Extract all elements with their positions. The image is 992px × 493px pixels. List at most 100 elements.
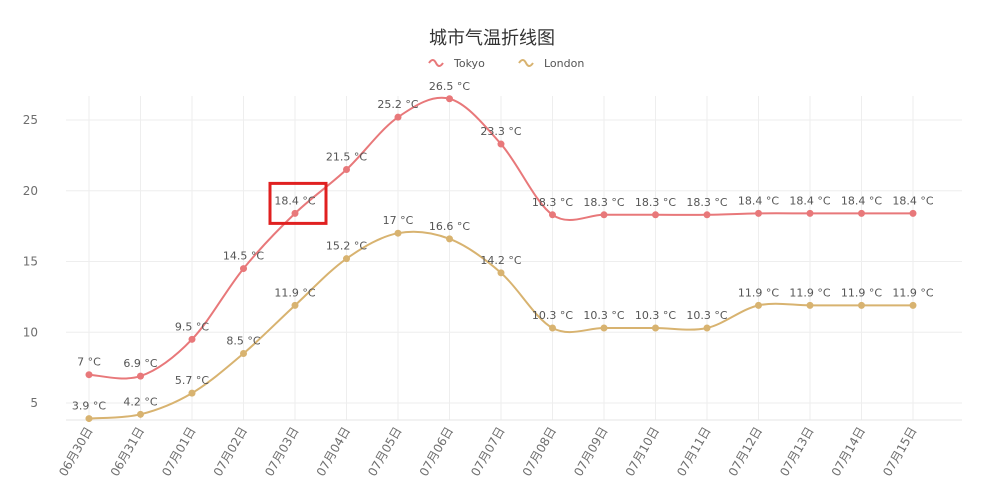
tokyo-point [188,335,196,343]
london-point [497,269,505,277]
tokyo-data-label: 6.9 °C [123,357,157,370]
y-tick-label: 25 [23,113,38,127]
london-data-label: 11.9 °C [738,286,779,299]
tokyo-point [549,211,556,219]
x-tick-label: 06月30日 [56,425,95,479]
tokyo-point [806,209,814,217]
tokyo-point [858,209,865,217]
x-tick-label: 07月15日 [880,425,919,479]
london-point [240,349,247,357]
y-tick-label: 20 [23,184,38,198]
tokyo-data-label: 14.5 °C [223,250,264,263]
tokyo-data-label: 23.3 °C [480,125,521,138]
tokyo-point [394,113,402,121]
tokyo-data-label: 18.3 °C [532,196,573,209]
legend-swatch-london [518,59,534,67]
tokyo-data-label: 18.4 °C [738,194,779,207]
london-point [652,324,659,332]
london-point [85,415,93,423]
london-data-label: 8.5 °C [226,334,260,347]
grid-lines [66,96,962,420]
x-tick-label: 07月12日 [726,425,765,479]
tokyo-point [446,95,453,103]
tokyo-data-label: 18.3 °C [635,196,676,209]
london-data-label: 3.9 °C [72,400,106,413]
tokyo-data-label: 21.5 °C [326,151,367,164]
x-tick-label: 07月02日 [211,425,250,479]
tokyo-data-label: 18.4 °C [789,194,830,207]
tokyo-series-line [88,96,913,380]
x-tick-label: 07月09日 [571,425,610,479]
tokyo-point [755,209,762,217]
london-data-label: 4.2 °C [123,395,157,408]
london-data-label: 11.9 °C [274,286,315,299]
london-data-label: 11.9 °C [789,286,830,299]
tokyo-data-label: 18.4 °C [892,194,933,207]
x-tick-label: 07月10日 [623,425,662,479]
x-tick-label: 07月07日 [468,425,507,479]
chart-legend[interactable]: Tokyo London [428,57,584,70]
highlight-layer [268,181,328,225]
london-data-label: 10.3 °C [686,309,727,322]
london-data-label: 5.7 °C [175,374,209,387]
london-data-label: 14.2 °C [480,254,521,267]
tokyo-data-label: 9.5 °C [175,320,209,333]
london-point [858,301,865,309]
y-tick-label: 5 [30,396,38,410]
london-point [394,229,402,237]
x-tick-label: 07月08日 [520,425,559,479]
x-tick-label: 07月01日 [159,425,198,479]
london-data-label: 11.9 °C [841,286,882,299]
london-point [549,324,556,332]
tokyo-point [137,372,144,380]
london-point [755,301,762,309]
tokyo-data-label: 18.3 °C [583,196,624,209]
x-tick-label: 07月04日 [314,425,353,479]
tokyo-point [703,211,711,219]
chart-title: 城市气温折线图 [429,28,555,49]
tokyo-data-label: 25.2 °C [377,98,418,111]
x-tick-label: 07月03日 [262,425,301,479]
tokyo-data-label: 26.5 °C [429,80,470,93]
tokyo-point [85,371,93,379]
legend-label-tokyo: Tokyo [453,57,485,70]
tokyo-point [240,265,247,273]
data-points [85,95,917,423]
london-data-label: 10.3 °C [635,309,676,322]
london-point [343,255,350,263]
london-data-label: 11.9 °C [892,286,933,299]
data-labels: 7 °C 6.9 °C 9.5 °C 14.5 °C 18.4 °C 21.5 °C 25.… [72,80,934,413]
legend-label-london: London [544,57,584,70]
london-data-label: 10.3 °C [532,309,573,322]
highlight-box [268,181,328,225]
tokyo-point [497,140,505,148]
london-point [909,301,917,309]
legend-item-london[interactable]: London [518,57,584,70]
legend-item-tokyo[interactable]: Tokyo [428,57,485,70]
tokyo-data-label: 7 °C [77,356,101,369]
tokyo-point [600,211,608,219]
x-tick-label: 06月31日 [108,425,147,479]
london-point [188,389,196,397]
london-point [446,235,453,243]
y-tick-label: 15 [23,255,38,269]
tokyo-data-label: 18.4 °C [841,194,882,207]
x-tick-label: 07月13日 [777,425,816,479]
tokyo-point [909,209,917,217]
london-data-label: 17 °C [383,214,414,227]
tokyo-point [291,209,299,217]
london-point [291,301,299,309]
x-tick-label: 07月05日 [365,425,404,479]
x-tick-label: 07月06日 [417,425,456,479]
tokyo-data-label: 18.4 °C [274,194,315,207]
london-point [137,410,144,418]
london-point [600,324,608,332]
london-data-label: 15.2 °C [326,240,367,253]
tokyo-point [652,211,659,219]
x-tick-label: 07月11日 [674,425,713,479]
y-tick-label: 10 [23,325,38,339]
tokyo-data-label: 18.3 °C [686,196,727,209]
london-point [806,301,814,309]
x-tick-label: 07月14日 [829,425,868,479]
